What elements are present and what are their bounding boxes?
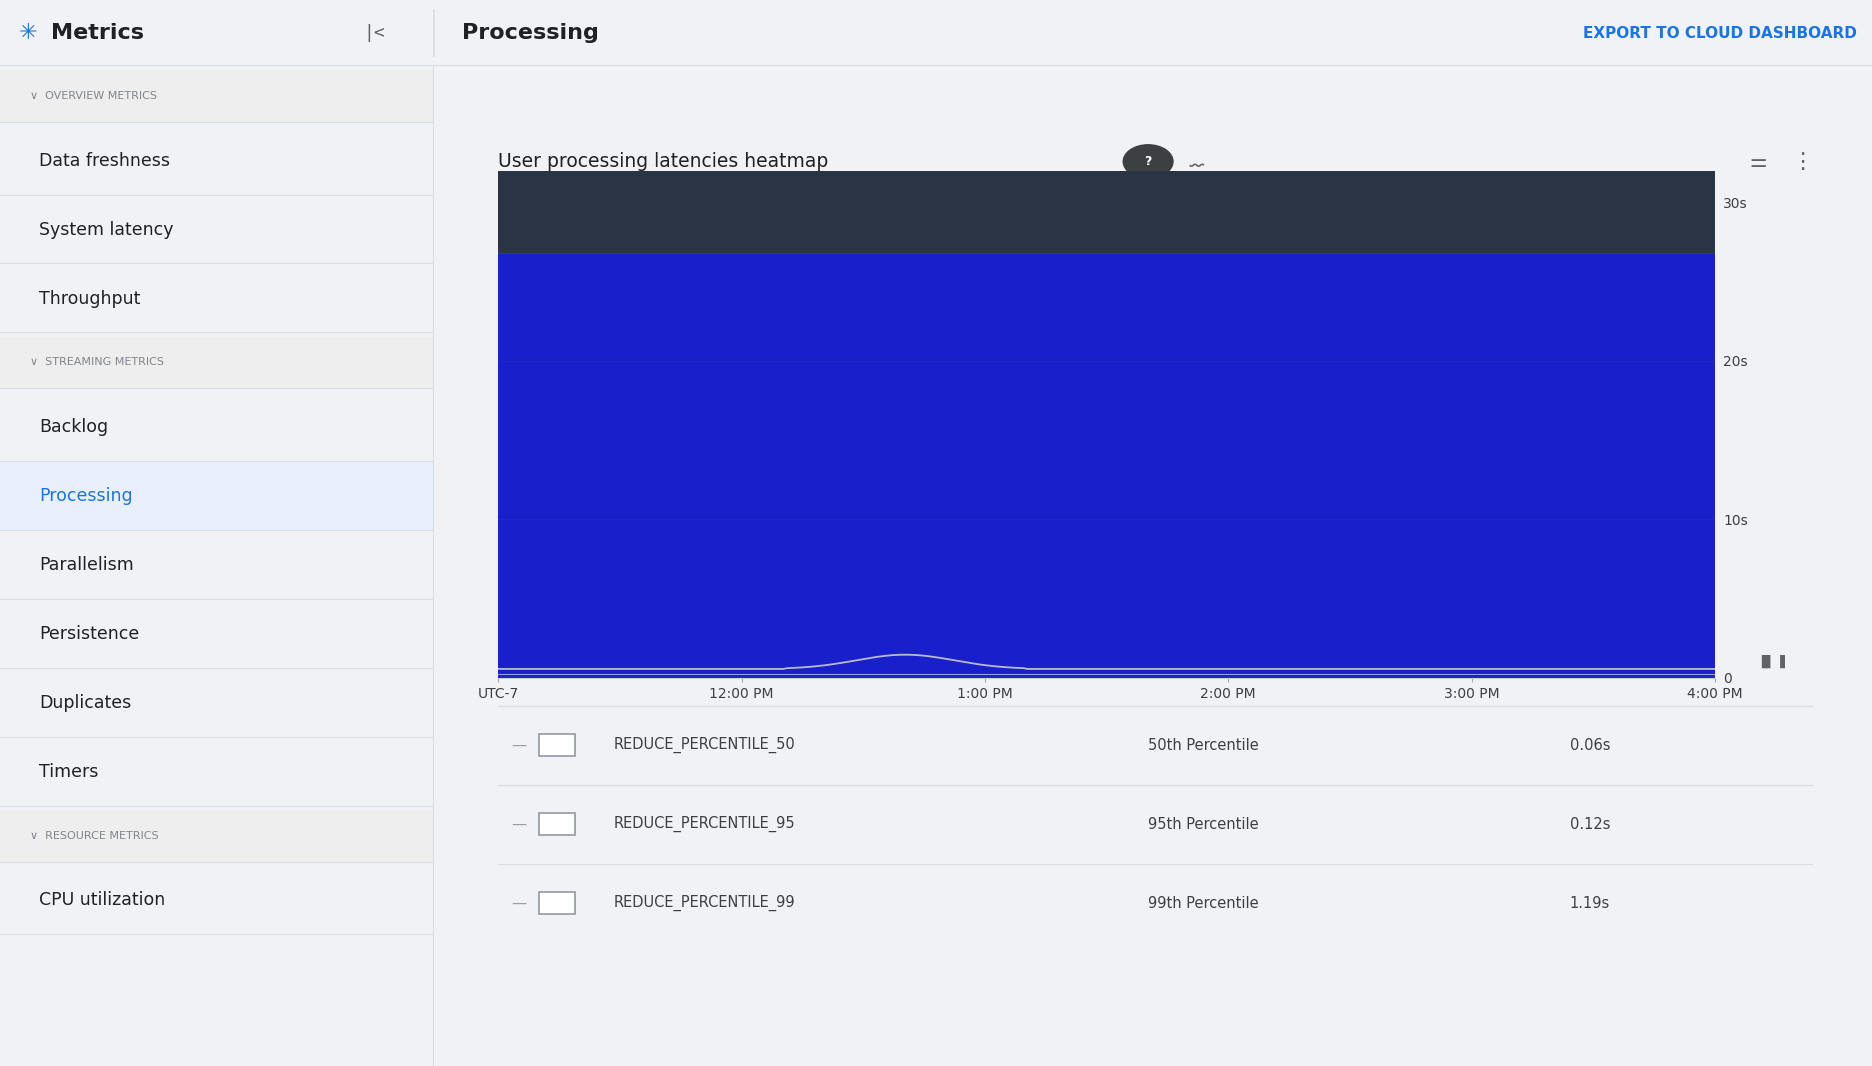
Text: Name: Name <box>1148 655 1198 669</box>
Text: ⌇: ⌇ <box>1187 157 1206 166</box>
Text: 95th Percentile: 95th Percentile <box>1148 817 1258 831</box>
Bar <box>498 171 1715 254</box>
Text: REDUCE_PERCENTILE_95: REDUCE_PERCENTILE_95 <box>614 815 796 833</box>
Text: EXPORT TO CLOUD DASHBOARD: EXPORT TO CLOUD DASHBOARD <box>1584 26 1857 41</box>
Text: Processing: Processing <box>462 23 599 43</box>
Text: —: — <box>511 895 526 910</box>
Text: 0.06s: 0.06s <box>1571 738 1610 753</box>
Text: |<: |< <box>363 25 386 42</box>
Bar <box>539 733 575 756</box>
Text: System latency: System latency <box>39 221 174 239</box>
Text: 99th Percentile: 99th Percentile <box>1148 895 1258 910</box>
Text: ⚌: ⚌ <box>1748 152 1767 171</box>
Text: 50th Percentile: 50th Percentile <box>1148 738 1258 753</box>
Text: Value: Value <box>1571 655 1617 669</box>
Text: —: — <box>511 738 526 753</box>
Text: ∨  OVERVIEW METRICS: ∨ OVERVIEW METRICS <box>30 91 157 101</box>
Circle shape <box>1123 145 1174 178</box>
Bar <box>0 463 434 530</box>
Bar <box>0 810 434 861</box>
Text: Timers: Timers <box>39 763 99 781</box>
Text: Metrics: Metrics <box>51 23 144 43</box>
Text: Processing: Processing <box>39 487 133 505</box>
Text: Persistence: Persistence <box>39 625 139 643</box>
Text: ⊞: ⊞ <box>565 655 578 669</box>
Text: REDUCE_PERCENTILE_99: REDUCE_PERCENTILE_99 <box>614 895 796 911</box>
Text: ▐▌▐: ▐▌▐ <box>1756 656 1784 668</box>
Text: ✳: ✳ <box>19 23 37 43</box>
Text: 0.12s: 0.12s <box>1571 817 1610 831</box>
Text: Backlog: Backlog <box>39 418 109 436</box>
Text: ⋮: ⋮ <box>1792 151 1814 172</box>
Bar <box>498 254 1715 678</box>
Bar <box>0 70 434 122</box>
Text: Data freshness: Data freshness <box>39 151 170 169</box>
Text: —: — <box>511 817 526 831</box>
Text: 1.19s: 1.19s <box>1571 895 1610 910</box>
Text: Duplicates: Duplicates <box>39 694 131 712</box>
Text: User processing latencies heatmap: User processing latencies heatmap <box>498 152 829 171</box>
Text: REDUCE_PERCENTILE_50: REDUCE_PERCENTILE_50 <box>614 737 796 754</box>
Text: Throughput: Throughput <box>39 290 140 308</box>
Text: Parallelism: Parallelism <box>39 556 133 574</box>
Bar <box>0 337 434 388</box>
Text: Metric: Metric <box>614 655 668 669</box>
Bar <box>539 892 575 915</box>
Text: CPU utilization: CPU utilization <box>39 891 165 909</box>
Text: ∨  RESOURCE METRICS: ∨ RESOURCE METRICS <box>30 830 159 841</box>
Text: ?: ? <box>1144 155 1151 168</box>
Bar <box>539 813 575 836</box>
Text: ∨  STREAMING METRICS: ∨ STREAMING METRICS <box>30 357 165 368</box>
